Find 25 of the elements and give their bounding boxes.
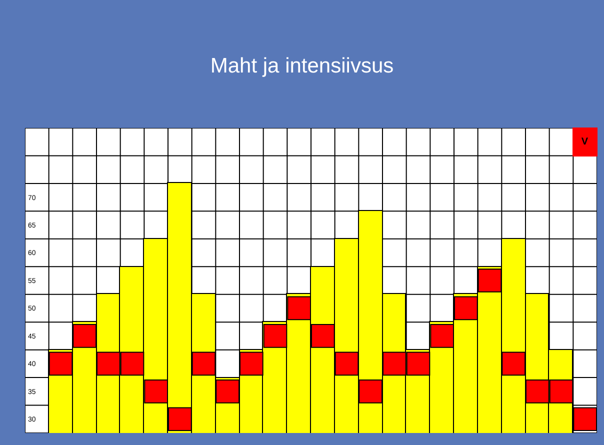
point (48, 352, 73, 376)
point (573, 407, 597, 432)
point (311, 324, 335, 348)
point (478, 268, 502, 292)
point (502, 352, 526, 376)
point (192, 352, 216, 376)
point (216, 379, 240, 404)
point (358, 379, 382, 404)
point (334, 352, 359, 376)
point (168, 407, 192, 432)
point (526, 379, 550, 404)
point (120, 352, 144, 376)
point (144, 379, 168, 404)
point (72, 324, 96, 348)
point (406, 352, 430, 376)
point (263, 324, 288, 348)
point (430, 324, 454, 348)
point (287, 296, 311, 320)
chart-title: Maht ja intensiivsus (210, 54, 394, 78)
point (240, 352, 264, 376)
annotation: V (581, 136, 588, 148)
point (382, 352, 406, 376)
point (96, 352, 120, 376)
point (454, 296, 478, 320)
point (549, 379, 574, 404)
